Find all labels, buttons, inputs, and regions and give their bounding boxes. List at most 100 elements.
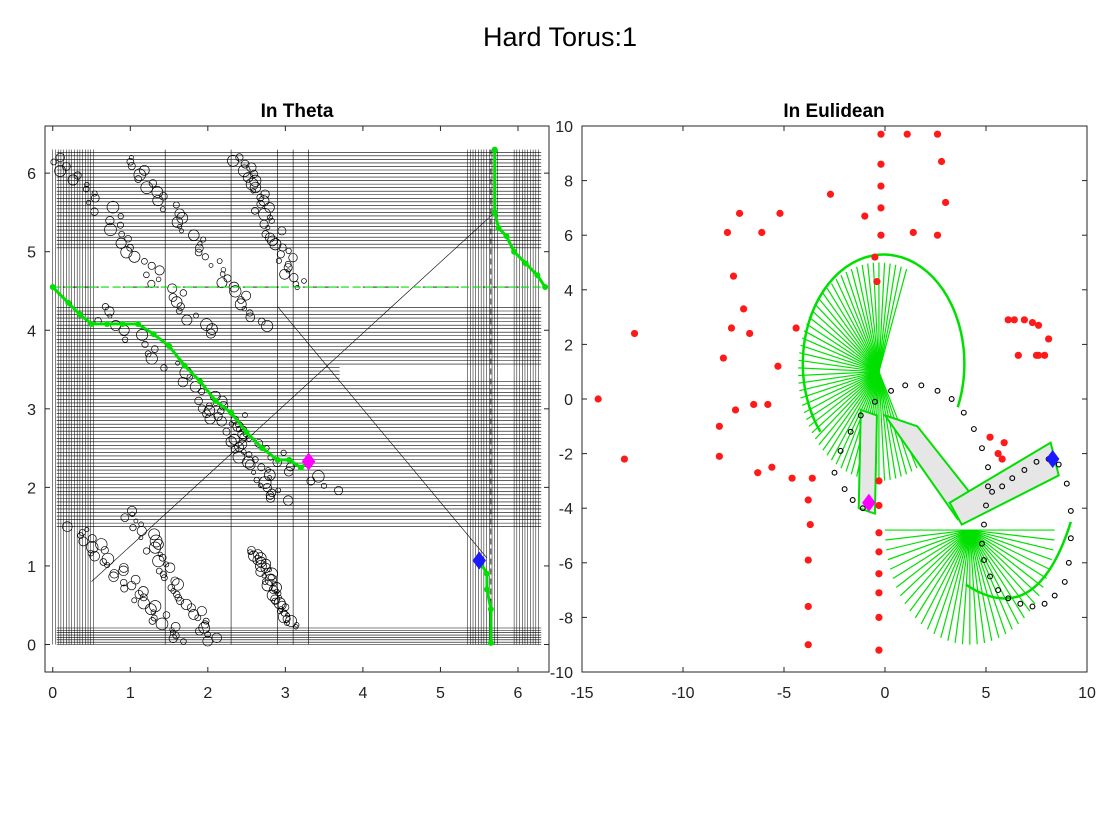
roadmap-node <box>285 247 292 254</box>
trace-point <box>985 464 991 471</box>
trace-point <box>1065 559 1072 566</box>
trace-point <box>1041 600 1048 607</box>
y-tick-label: 1 <box>27 559 36 576</box>
roadmap-node <box>126 157 135 166</box>
roadmap-node <box>129 511 135 518</box>
obstacle-point <box>877 160 885 168</box>
roadmap-node <box>176 597 185 606</box>
roadmap-node <box>107 313 113 319</box>
link-sweep <box>830 371 880 461</box>
x-tick-label: 1 <box>126 685 135 702</box>
roadmap-node <box>232 450 246 464</box>
x-tick-label: 5 <box>436 685 445 702</box>
path-point <box>297 464 304 471</box>
link-sweep <box>886 529 970 551</box>
roadmap-node <box>177 224 183 230</box>
euclidean-axes-box <box>581 125 1088 673</box>
theta-panel: In Theta 0 1 2 3 4 5 6 0 1 2 3 4 5 6 <box>27 101 550 702</box>
x-tick-label: 5 <box>982 685 991 702</box>
x-tick-label: 2 <box>203 685 212 702</box>
trace-point <box>918 382 925 389</box>
roadmap-node <box>256 193 265 202</box>
roadmap-node <box>202 635 213 647</box>
roadmap-node <box>306 476 316 486</box>
link-sweep <box>826 287 880 373</box>
roadmap-node <box>167 583 176 592</box>
link-sweep <box>878 266 902 372</box>
roadmap-node <box>176 302 185 311</box>
roadmap-node <box>138 535 144 541</box>
roadmap-node <box>201 253 209 261</box>
goal-marker <box>862 493 876 512</box>
roadmap-node <box>177 376 189 388</box>
obstacle-point <box>740 305 748 313</box>
obstacle-point <box>715 452 723 460</box>
path-point <box>228 409 235 416</box>
link-sweep <box>904 529 971 605</box>
roadmap-node <box>245 177 259 191</box>
roadmap-node <box>78 536 89 547</box>
obstacle-point <box>768 463 776 471</box>
roadmap-node <box>283 263 293 272</box>
link-sweep <box>920 529 971 625</box>
roadmap-node <box>271 597 279 605</box>
roadmap-node <box>181 314 193 326</box>
roadmap-node <box>145 352 158 365</box>
link-sweep <box>799 371 880 392</box>
roadmap-node <box>277 226 287 236</box>
link-sweep <box>850 268 880 372</box>
roadmap-node <box>141 340 149 348</box>
roadmap-edge <box>277 306 488 559</box>
link-sweep <box>926 529 971 630</box>
roadmap-node <box>87 549 95 557</box>
roadmap-node <box>216 277 228 289</box>
link-sweep <box>814 371 880 440</box>
trace-point <box>1005 595 1012 602</box>
link-sweep <box>878 268 908 372</box>
roadmap-node <box>284 260 292 268</box>
obstacle-point <box>998 455 1006 463</box>
link-sweep-outline <box>965 521 1073 600</box>
roadmap-node <box>241 306 247 312</box>
obstacle-point <box>764 400 772 409</box>
obstacle-point <box>875 529 883 537</box>
roadmap-node <box>99 558 108 566</box>
roadmap-node <box>164 562 176 573</box>
roadmap-node <box>279 268 290 280</box>
roadmap-node <box>276 250 285 259</box>
trace-point <box>995 587 1002 594</box>
roadmap-node <box>275 257 282 264</box>
x-tick-label: 6 <box>514 685 523 702</box>
roadmap-node <box>129 524 137 532</box>
roadmap-node <box>235 153 244 162</box>
roadmap-node <box>54 165 66 177</box>
roadmap-node <box>206 323 218 335</box>
link-sweep <box>835 371 880 465</box>
link-sweep <box>969 529 1044 588</box>
obstacle-point <box>1014 351 1022 359</box>
roadmap-node <box>222 427 231 436</box>
roadmap-node <box>270 594 280 605</box>
link-sweep <box>878 264 897 372</box>
obstacle-point <box>719 354 728 362</box>
link-sweep <box>889 529 971 570</box>
roadmap-node <box>159 206 166 213</box>
roadmap-node <box>126 244 134 252</box>
link-sweep <box>822 371 880 451</box>
y-tick-label: 0 <box>564 392 573 409</box>
link-sweep <box>899 529 971 597</box>
link-sweep <box>878 371 886 481</box>
roadmap-node <box>275 487 282 494</box>
trace-point <box>837 447 844 454</box>
obstacle-point <box>933 231 942 239</box>
obstacle-point <box>804 496 812 504</box>
path-point <box>135 320 142 327</box>
link-sweep <box>969 529 1025 619</box>
y-tick-label: 6 <box>564 228 573 245</box>
link-sweep <box>811 310 880 373</box>
link-sweep <box>801 371 880 406</box>
obstacle-point <box>873 278 881 286</box>
x-tick-label: -5 <box>777 685 791 702</box>
path-point <box>150 331 157 338</box>
roadmap-node <box>211 632 222 643</box>
